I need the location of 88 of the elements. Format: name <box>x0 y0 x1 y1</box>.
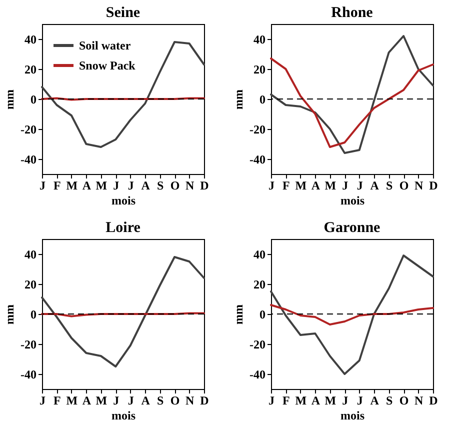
x-tick-label: S <box>156 178 164 192</box>
x-tick-label: M <box>96 394 108 408</box>
x-tick-label: D <box>429 178 438 192</box>
line-series <box>270 254 434 375</box>
x-tick-label: O <box>170 178 180 192</box>
x-tick-label: S <box>156 394 164 408</box>
y-axis-title: mm <box>2 90 17 110</box>
y-tick-label: -40 <box>250 368 266 382</box>
y-tick-label: -20 <box>20 122 36 136</box>
x-tick-label: O <box>399 394 409 408</box>
chart-title: Garonne <box>324 220 381 236</box>
x-tick-label: D <box>200 394 210 408</box>
chart-title: Rhone <box>331 5 374 21</box>
x-tick-label: A <box>370 178 380 192</box>
x-tick-label: F <box>54 394 61 408</box>
line-series <box>270 35 434 154</box>
x-axis-title: mois <box>112 194 136 208</box>
y-tick-label: 40 <box>254 32 266 46</box>
x-tick-label: J <box>342 178 348 192</box>
x-tick-label: A <box>370 394 380 408</box>
y-tick-label: 0 <box>30 92 36 106</box>
line-series <box>270 58 434 148</box>
x-tick-label: A <box>82 178 92 192</box>
x-tick-label: J <box>342 394 348 408</box>
x-tick-label: M <box>295 394 307 408</box>
x-tick-label: F <box>54 178 61 192</box>
y-axis-title: mm <box>2 304 17 324</box>
x-tick-label: J <box>128 394 134 408</box>
y-axis-title: mm <box>232 304 246 324</box>
x-tick-label: M <box>295 178 307 192</box>
y-tick-label: 0 <box>30 308 36 322</box>
x-tick-label: J <box>356 394 363 408</box>
x-axis-title: mois <box>112 408 136 422</box>
x-tick-label: M <box>66 394 78 408</box>
y-tick-label: 40 <box>24 32 36 46</box>
x-tick-label: A <box>311 394 320 408</box>
y-tick-label: 20 <box>254 62 266 76</box>
x-axis-title: mois <box>340 194 365 208</box>
x-tick-label: A <box>82 394 92 408</box>
x-tick-label: D <box>200 178 210 192</box>
x-tick-label: O <box>399 178 409 192</box>
y-tick-label: -40 <box>250 152 266 166</box>
x-tick-label: S <box>386 394 393 408</box>
x-tick-label: M <box>324 394 336 408</box>
y-tick-label: 0 <box>260 92 266 106</box>
x-tick-label: N <box>185 394 194 408</box>
x-tick-label: S <box>386 178 393 192</box>
chart-title: Seine <box>106 5 140 21</box>
x-tick-label: J <box>356 178 363 192</box>
x-tick-label: J <box>268 178 274 192</box>
x-tick-label: A <box>141 178 150 192</box>
y-tick-label: -20 <box>250 338 266 352</box>
y-axis-title: mm <box>232 90 246 110</box>
x-tick-label: J <box>113 178 120 192</box>
y-tick-label: -40 <box>20 368 36 382</box>
line-series <box>41 41 205 148</box>
x-tick-label: N <box>414 394 424 408</box>
y-tick-label: 20 <box>24 62 36 76</box>
x-tick-label: M <box>324 178 336 192</box>
y-tick-label: 20 <box>254 278 266 292</box>
x-tick-label: J <box>268 394 274 408</box>
x-tick-label: N <box>185 178 194 192</box>
y-tick-label: 0 <box>260 308 266 322</box>
x-tick-label: M <box>66 178 78 192</box>
x-tick-label: J <box>40 394 46 408</box>
x-tick-label: F <box>282 178 290 192</box>
x-tick-label: J <box>40 178 46 192</box>
y-tick-label: -40 <box>20 152 36 166</box>
x-axis-title: mois <box>340 408 365 422</box>
legend-label: Soil water <box>79 38 132 52</box>
legend-label: Snow Pack <box>79 58 136 72</box>
x-tick-label: A <box>311 178 320 192</box>
x-tick-label: D <box>429 394 438 408</box>
y-tick-label: -20 <box>20 338 36 352</box>
y-tick-label: -20 <box>250 122 266 136</box>
x-tick-label: O <box>170 394 180 408</box>
y-tick-label: 40 <box>24 248 36 262</box>
y-tick-label: 40 <box>254 248 266 262</box>
line-series <box>270 304 434 326</box>
x-tick-label: J <box>128 178 134 192</box>
x-tick-label: F <box>282 394 290 408</box>
line-series <box>41 256 205 368</box>
x-tick-label: A <box>141 394 150 408</box>
x-tick-label: J <box>113 394 120 408</box>
x-tick-label: N <box>414 178 424 192</box>
chart-title: Loire <box>106 220 141 236</box>
x-tick-label: M <box>96 178 108 192</box>
y-tick-label: 20 <box>24 278 36 292</box>
